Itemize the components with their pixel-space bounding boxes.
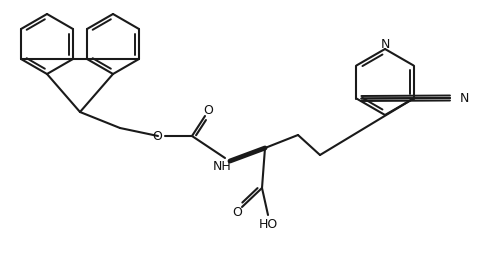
- Text: NH: NH: [212, 160, 232, 172]
- Text: HO: HO: [258, 219, 278, 232]
- Text: O: O: [232, 205, 242, 219]
- Text: N: N: [460, 91, 468, 105]
- Text: O: O: [203, 105, 213, 117]
- Text: N: N: [380, 37, 390, 51]
- Text: O: O: [152, 130, 162, 144]
